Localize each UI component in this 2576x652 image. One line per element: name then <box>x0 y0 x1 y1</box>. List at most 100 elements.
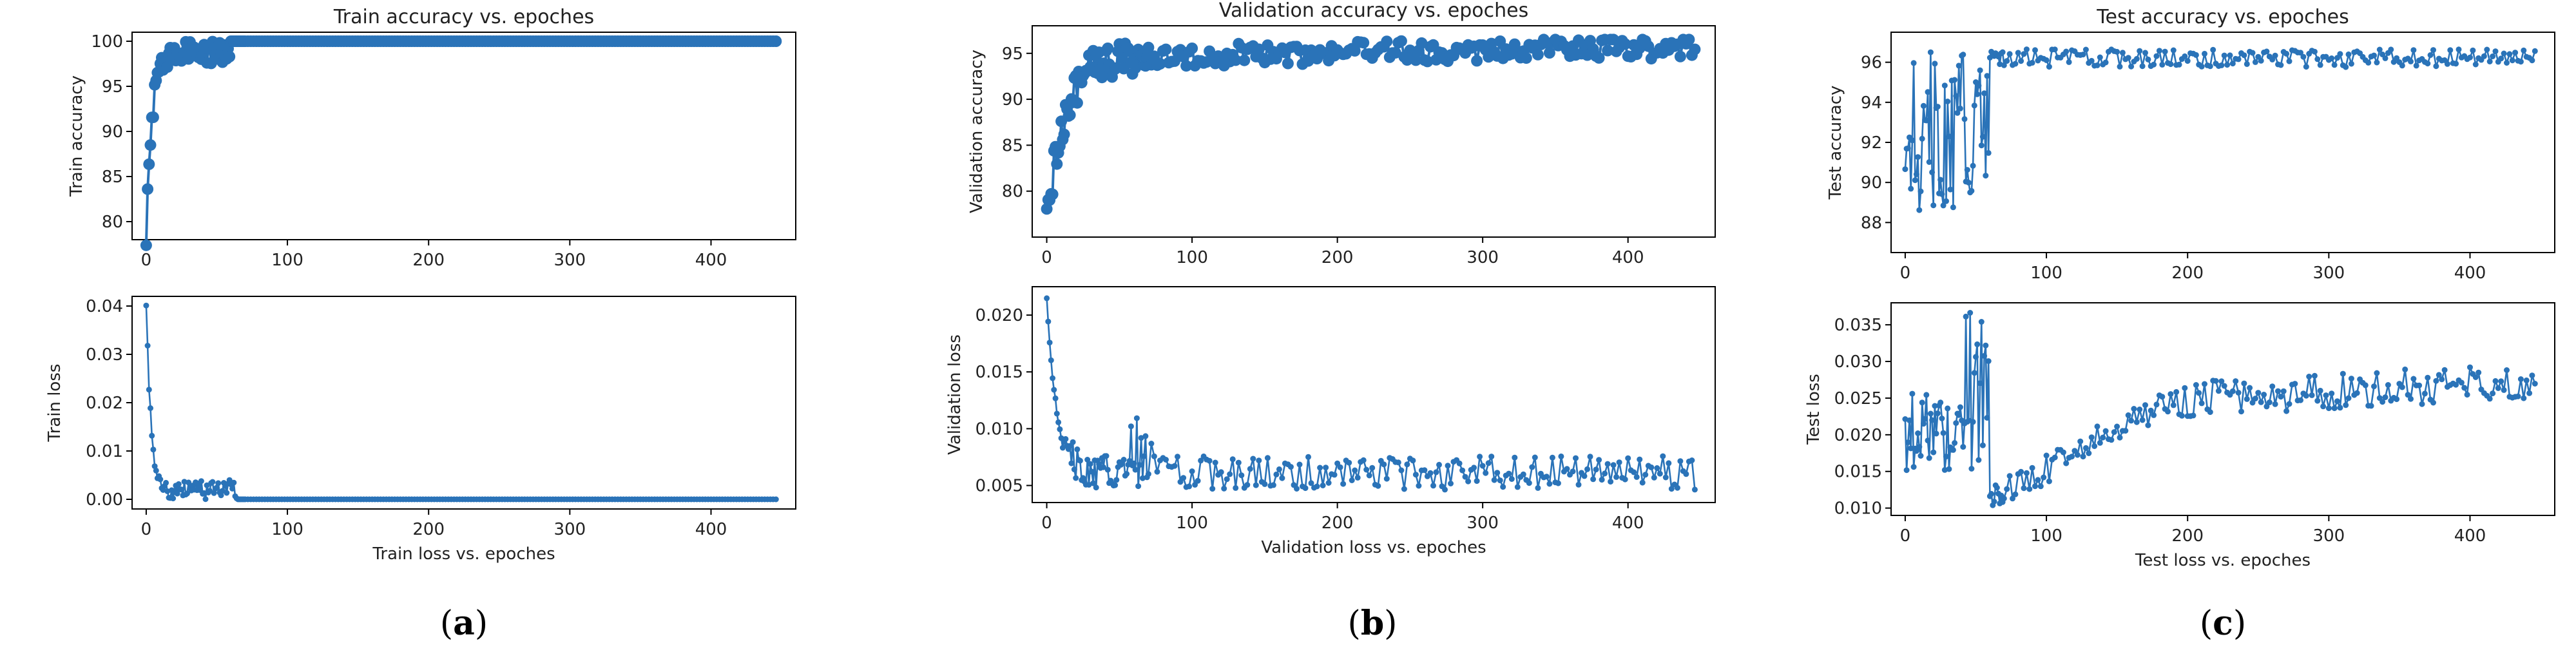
data-point <box>184 490 190 497</box>
data-point <box>1349 44 1361 57</box>
data-point <box>229 485 236 492</box>
data-point <box>204 482 210 488</box>
data-point <box>2444 61 2450 67</box>
x-tick-label: 400 <box>2454 526 2486 546</box>
data-point <box>2122 428 2129 434</box>
data-point <box>2331 405 2338 412</box>
data-point <box>2156 48 2162 54</box>
data-point <box>231 479 237 486</box>
data-point <box>1294 486 1300 492</box>
data-point <box>1352 467 1358 474</box>
data-point <box>2504 60 2510 66</box>
data-point <box>1381 35 1393 48</box>
data-point <box>1360 457 1367 463</box>
data-point <box>2252 59 2258 65</box>
axes-frame <box>131 296 796 510</box>
data-point <box>2018 58 2024 64</box>
data-point <box>150 446 157 453</box>
data-point <box>1977 67 1983 73</box>
panel-label-b: (b) <box>1348 604 1398 643</box>
data-point <box>1994 484 2000 491</box>
data-point <box>1564 466 1570 472</box>
data-point <box>2498 378 2504 385</box>
data-point <box>1462 474 1468 480</box>
data-point <box>1960 444 1966 450</box>
data-point <box>1138 435 1144 441</box>
subplot-a-top: 80 85 90 95 100 0 100 200 300 400 Train accuracy Tr… <box>67 6 796 270</box>
x-tick-label: 100 <box>271 520 303 539</box>
data-point <box>2097 439 2103 446</box>
data-point <box>1918 188 1924 195</box>
y-tick-label: 0.015 <box>1834 463 1882 482</box>
data-point <box>1905 145 1911 151</box>
data-point <box>2023 470 2030 476</box>
data-point <box>1979 442 1986 448</box>
data-point <box>2278 394 2284 400</box>
data-point <box>1051 158 1063 170</box>
data-point <box>1981 352 1988 359</box>
data-point <box>2490 53 2496 59</box>
data-point <box>1459 467 1466 474</box>
data-point <box>1608 479 1614 485</box>
x-tick-label: 200 <box>2171 526 2204 546</box>
data-point <box>1926 455 1932 461</box>
x-tick-label: 200 <box>2171 264 2204 283</box>
data-point <box>1631 469 1637 475</box>
data-point <box>2467 54 2473 61</box>
data-point <box>186 479 192 486</box>
data-point <box>2128 417 2135 424</box>
data-point <box>1430 483 1436 489</box>
data-point <box>1302 485 1309 492</box>
data-point <box>1954 110 1961 116</box>
data-point <box>2521 395 2527 401</box>
data-point <box>2097 54 2103 61</box>
data-point <box>2298 397 2303 403</box>
y-tick-label: 96 <box>1861 53 1882 73</box>
x-tick-label: 200 <box>1322 248 1354 267</box>
x-tick-label: 0 <box>1041 513 1052 533</box>
data-point <box>1981 90 1988 97</box>
series-line <box>145 305 776 501</box>
data-point <box>224 50 236 62</box>
data-point <box>1186 43 1198 54</box>
data-point <box>1071 466 1077 473</box>
data-point <box>1436 461 1442 468</box>
data-point <box>2249 399 2256 406</box>
data-point <box>1970 162 1976 169</box>
data-point <box>2266 399 2273 405</box>
data-point <box>2229 61 2236 67</box>
data-point <box>2492 48 2499 55</box>
data-point <box>2102 59 2109 66</box>
data-point <box>2080 454 2086 460</box>
data-point <box>1983 342 1989 349</box>
data-point <box>1943 198 1949 204</box>
data-point <box>1943 454 1949 460</box>
data-point <box>1416 37 1428 49</box>
data-point <box>1916 444 1923 450</box>
data-point <box>2235 56 2242 62</box>
data-point <box>2111 429 2117 436</box>
data-point <box>2472 61 2479 68</box>
data-point <box>2004 58 2010 64</box>
data-point <box>1331 472 1338 478</box>
data-point <box>1514 484 1521 490</box>
data-point <box>1233 484 1239 491</box>
y-tick-label: 0.03 <box>86 345 123 365</box>
data-point <box>2074 452 2081 458</box>
data-point <box>1957 404 1963 410</box>
data-point <box>2037 483 2044 490</box>
data-point <box>1270 482 1276 488</box>
data-point <box>2340 370 2346 377</box>
data-point <box>2492 378 2499 384</box>
data-point <box>2410 47 2417 53</box>
data-point <box>207 488 213 494</box>
data-point <box>2464 392 2470 398</box>
data-point <box>1221 485 1227 492</box>
data-point <box>2300 53 2307 60</box>
data-point <box>146 387 152 393</box>
data-point <box>1929 169 1936 175</box>
data-point <box>1416 483 1422 489</box>
data-point <box>1296 461 1303 468</box>
data-point <box>1952 77 1958 83</box>
y-tick-label: 94 <box>1861 93 1882 113</box>
